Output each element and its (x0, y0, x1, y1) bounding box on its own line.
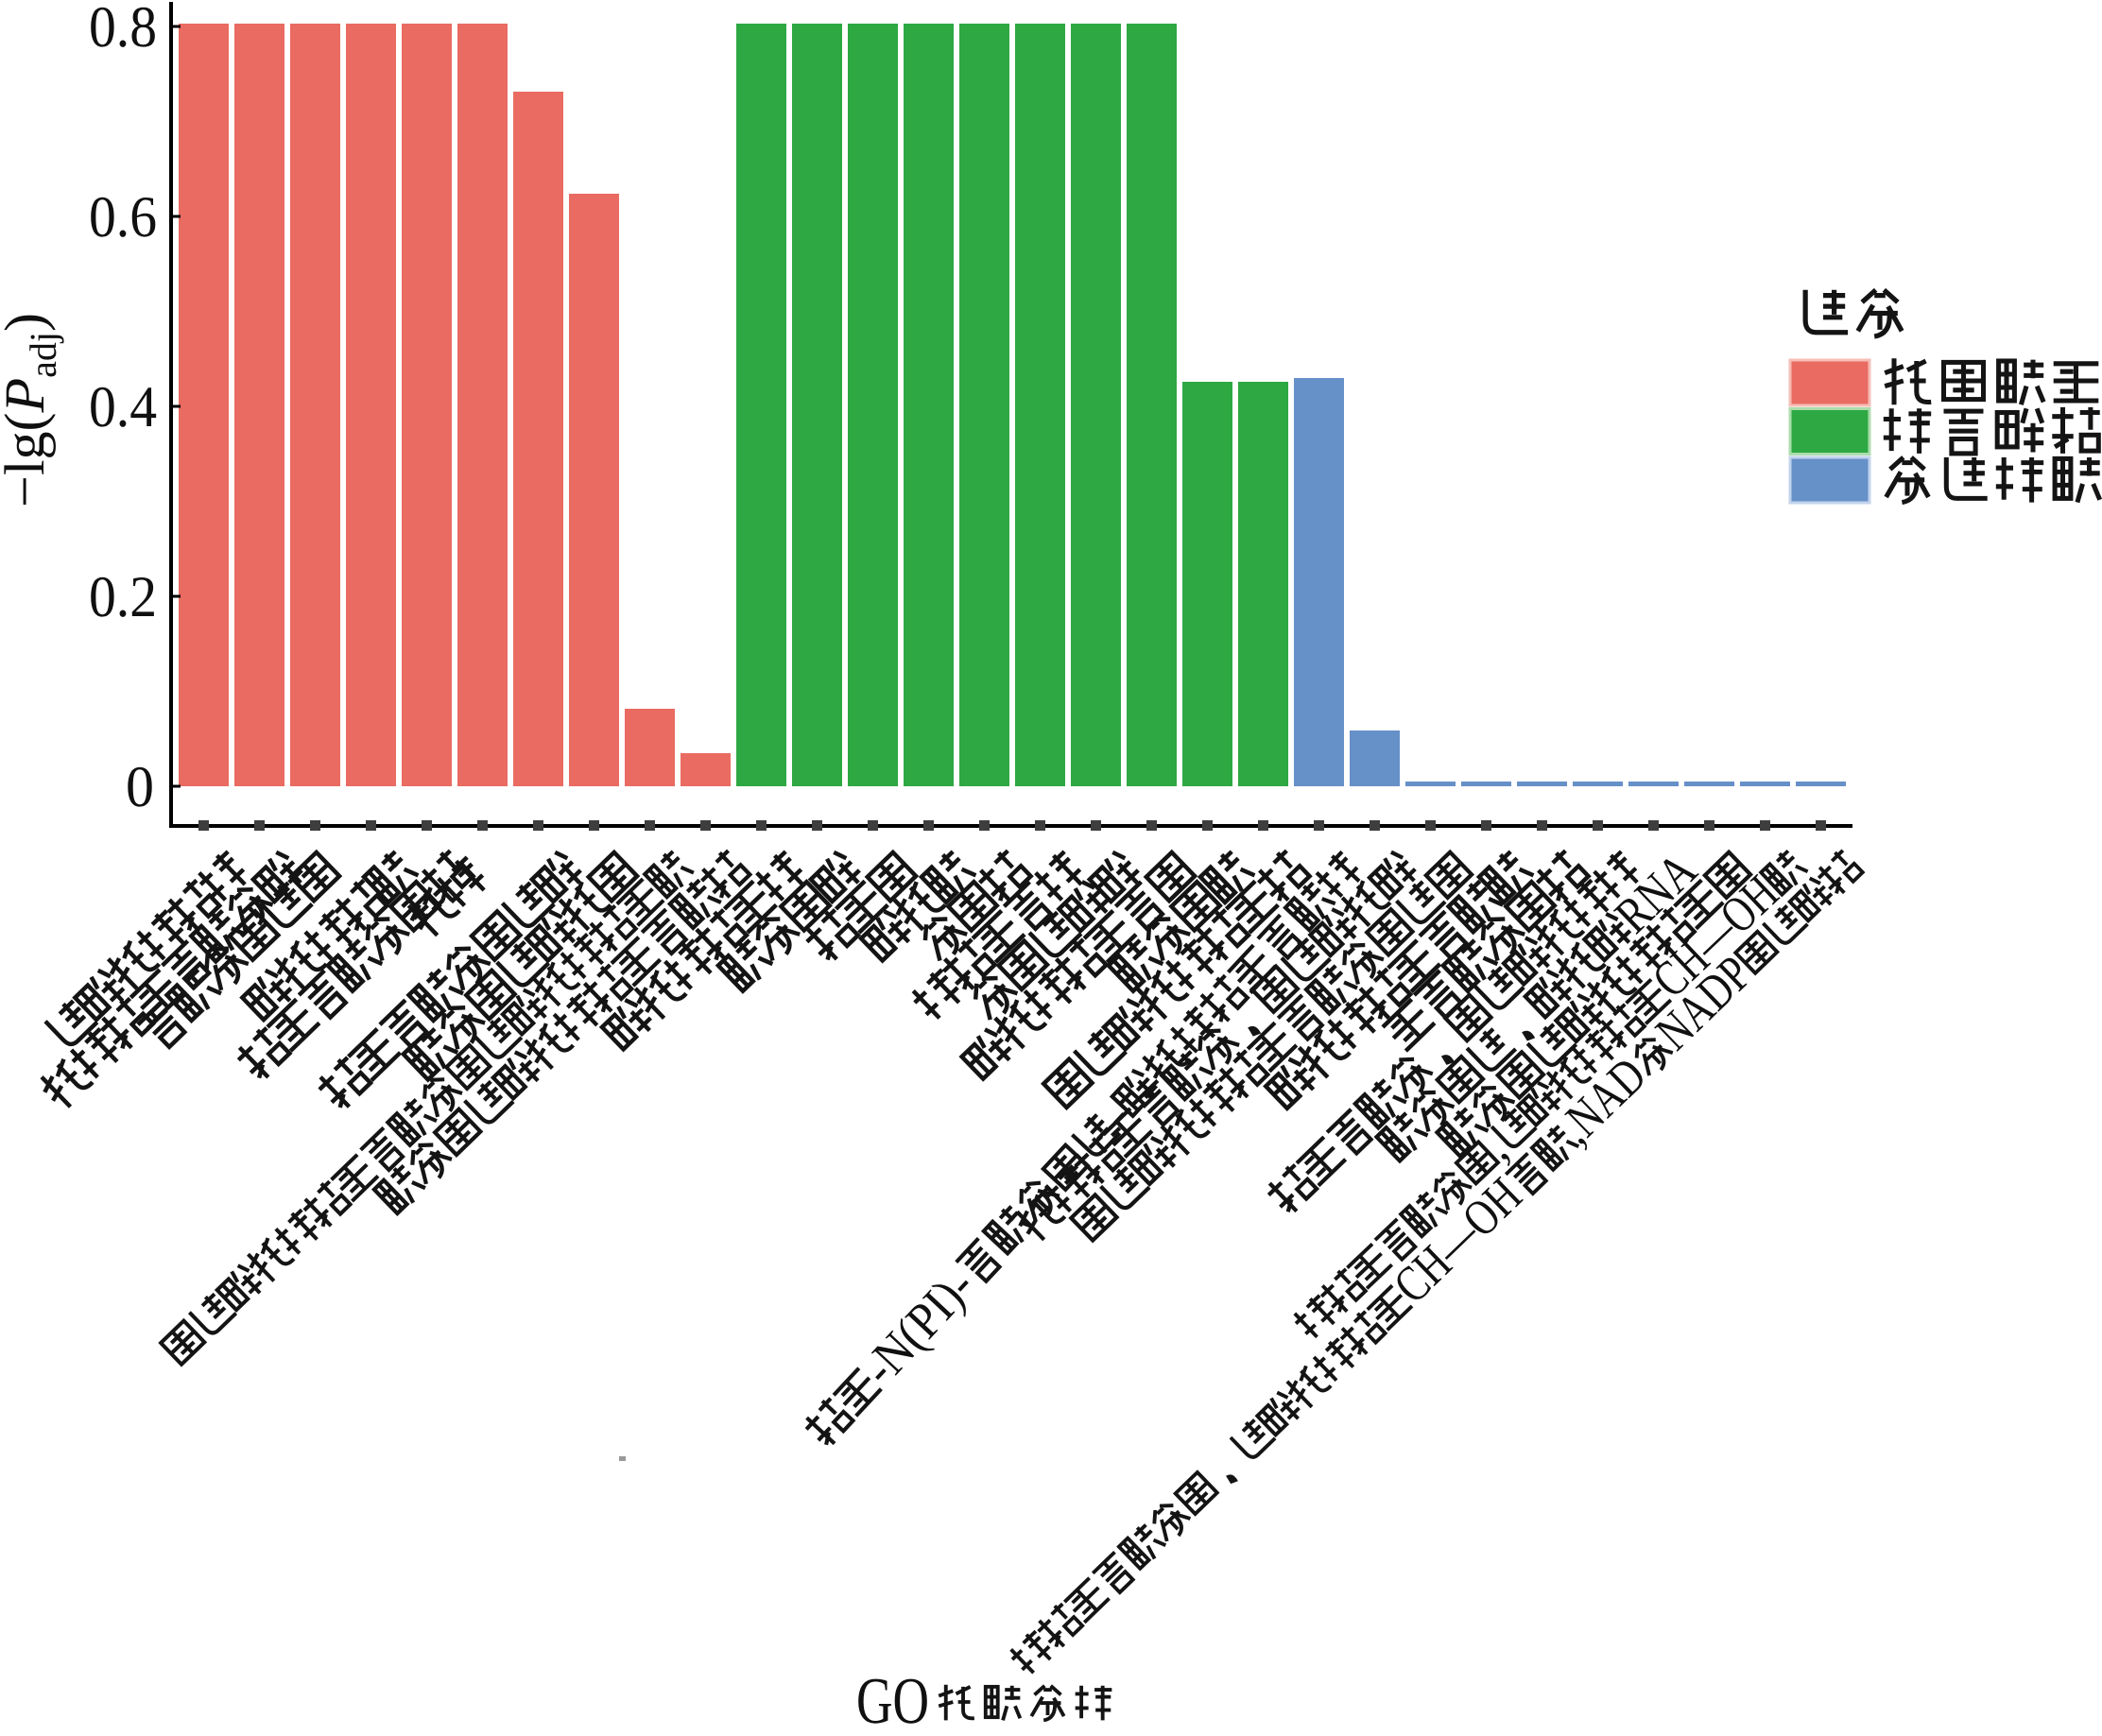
svg-text:GO: GO (856, 1665, 929, 1736)
svg-text:0.6: 0.6 (89, 185, 157, 249)
svg-text:0: 0 (126, 755, 154, 819)
svg-text:0.8: 0.8 (89, 0, 157, 60)
svg-text:0.4: 0.4 (89, 375, 157, 439)
svg-text:−lg(Padj): −lg(Padj) (0, 313, 64, 507)
svg-text:0.2: 0.2 (89, 565, 157, 629)
